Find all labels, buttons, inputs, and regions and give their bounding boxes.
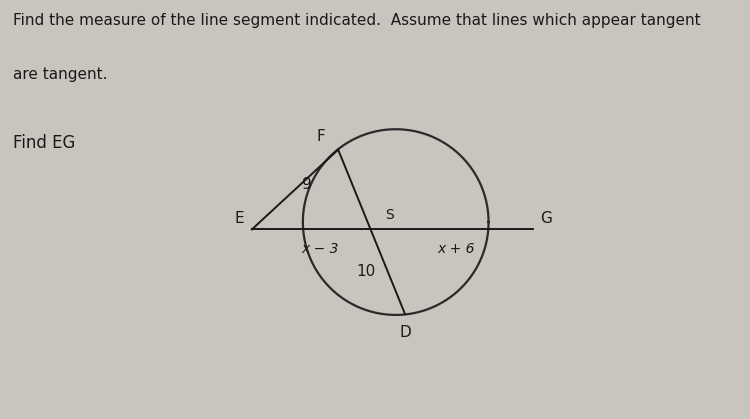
Text: D: D [399, 325, 411, 340]
Text: 9: 9 [302, 177, 312, 192]
Text: E: E [235, 211, 244, 226]
Text: S: S [386, 208, 394, 222]
Text: are tangent.: are tangent. [13, 67, 108, 82]
Text: Find the measure of the line segment indicated.  Assume that lines which appear : Find the measure of the line segment ind… [13, 13, 701, 28]
Text: G: G [540, 211, 551, 226]
Text: F: F [316, 129, 326, 144]
Text: 10: 10 [356, 264, 375, 279]
Text: x + 6: x + 6 [437, 243, 475, 256]
Text: x − 3: x − 3 [302, 243, 339, 256]
Text: Find EG: Find EG [13, 134, 76, 152]
